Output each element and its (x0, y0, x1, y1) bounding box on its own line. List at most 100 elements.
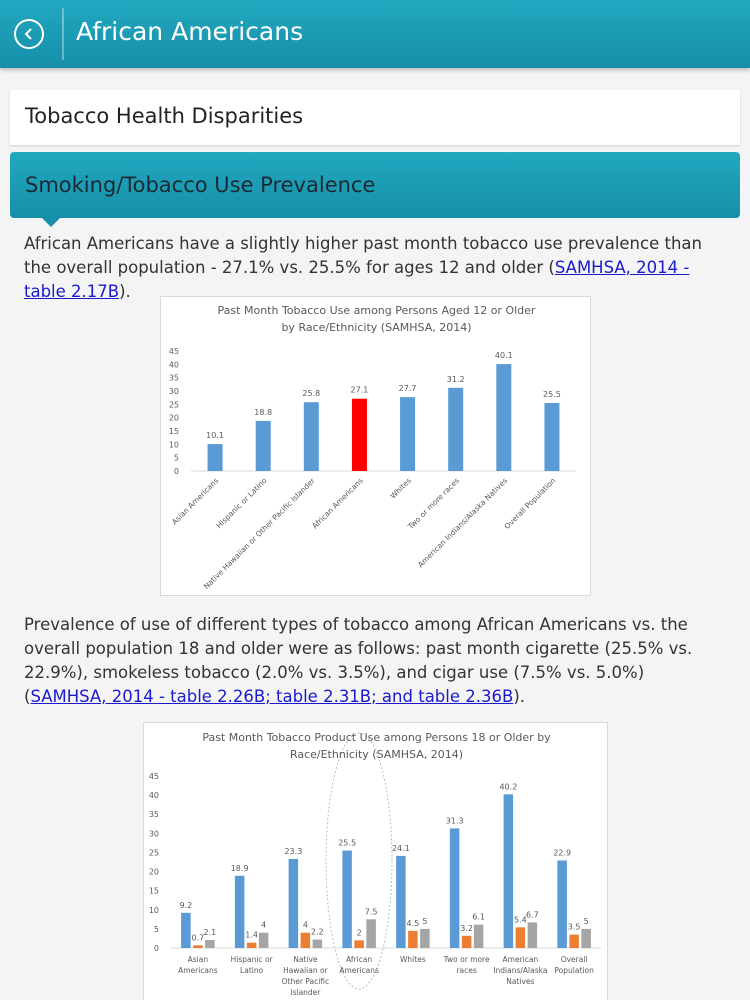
y-tick-label: 20 (169, 414, 179, 423)
bar (396, 855, 406, 948)
data-label: 25.5 (543, 390, 561, 399)
y-tick-label: 45 (149, 772, 159, 781)
y-tick-label: 30 (169, 387, 179, 396)
x-tick-label: Asian (188, 955, 209, 964)
bar (255, 420, 271, 471)
chart-box: Past Month Tobacco Product Use among Per… (143, 722, 608, 1000)
y-tick-label: 30 (149, 829, 159, 838)
bar (288, 858, 299, 948)
x-tick-label: Indians/Alaska (493, 966, 547, 975)
data-label: 6.7 (526, 910, 539, 919)
bar (258, 932, 269, 948)
highlight-ellipse (325, 732, 393, 990)
chart-title: by Race/Ethnicity (SAMHSA, 2014) (281, 321, 471, 334)
y-tick-label: 20 (149, 868, 159, 877)
x-tick-label: Hispanic or Latino (214, 476, 268, 530)
section-card[interactable]: Tobacco Health Disparities (10, 90, 740, 145)
data-label: 5.4 (514, 915, 527, 924)
x-tick-label: Latino (240, 966, 264, 975)
data-label: 31.3 (446, 816, 464, 825)
bar (193, 945, 203, 948)
bar (544, 403, 560, 471)
data-label: 22.9 (553, 848, 571, 857)
data-label: 1.4 (245, 931, 258, 940)
x-tick-label: Population (554, 966, 594, 975)
data-label: 4 (261, 921, 266, 930)
x-tick-label: Native Hawaiian or Other Pacific Islande… (202, 475, 318, 591)
y-tick-label: 10 (149, 906, 159, 915)
x-tick-label: Natives (506, 977, 534, 986)
y-tick-label: 10 (169, 440, 179, 449)
y-tick-label: 45 (169, 347, 179, 356)
y-tick-label: 5 (154, 925, 159, 934)
y-tick-label: 15 (169, 427, 179, 436)
bar (503, 794, 514, 948)
bar (448, 387, 464, 471)
data-label: 5 (422, 917, 427, 926)
paragraph-text: ). (119, 282, 131, 301)
bar (312, 939, 323, 948)
x-tick-label: African (346, 955, 372, 964)
x-tick-label: Overall (561, 955, 588, 964)
data-label: 10.1 (206, 431, 224, 440)
back-icon (24, 28, 32, 40)
source-link[interactable]: SAMHSA, 2014 - table 2.17B (24, 258, 690, 301)
bar (366, 919, 376, 948)
y-tick-label: 25 (169, 400, 179, 409)
chart-title: Past Month Tobacco Use among Persons Age… (218, 304, 536, 317)
subsection-title: Smoking/Tobacco Use Prevalence (25, 173, 376, 197)
data-label: 25.5 (338, 839, 356, 848)
x-tick-label: Islander (290, 988, 321, 997)
back-button[interactable] (14, 19, 44, 49)
data-label: 5 (584, 917, 589, 926)
paragraph-text: African Americans have a slightly higher… (24, 234, 702, 277)
chart-title: Race/Ethnicity (SAMHSA, 2014) (290, 748, 463, 761)
data-label: 27.7 (399, 384, 417, 393)
x-tick-label: Whites (400, 955, 426, 964)
data-label: 3.2 (460, 924, 473, 933)
x-tick-label: Asian Americans (170, 476, 221, 527)
data-label: 31.2 (447, 375, 465, 384)
y-tick-label: 15 (149, 887, 159, 896)
data-label: 6.1 (472, 913, 485, 922)
x-tick-label: Americans (178, 966, 218, 975)
data-label: 2 (357, 928, 362, 937)
bar (207, 444, 223, 471)
bar (473, 924, 484, 948)
data-label: 3.5 (568, 923, 581, 932)
bar (449, 828, 460, 948)
data-label: 18.8 (254, 408, 272, 417)
bar (496, 364, 512, 471)
bar (581, 928, 591, 948)
bar (342, 850, 352, 948)
x-tick-label: Whites (388, 476, 413, 501)
data-label: 9.2 (180, 901, 193, 910)
bar (303, 402, 319, 471)
data-label: 0.7 (192, 933, 205, 942)
x-tick-label: Americans (339, 966, 379, 975)
chart: Past Month Tobacco Product Use among Per… (149, 731, 601, 997)
x-tick-label: Two or more (443, 955, 490, 964)
y-tick-label: 35 (149, 810, 159, 819)
data-label: 4 (303, 921, 308, 930)
data-label: 24.1 (392, 844, 410, 853)
bar (400, 397, 416, 471)
x-tick-label: Native (293, 955, 318, 964)
bar (408, 930, 418, 948)
x-tick-label: American (503, 955, 539, 964)
y-tick-label: 0 (174, 467, 179, 476)
app-header: African Americans (0, 0, 750, 68)
source-link[interactable]: SAMHSA, 2014 - table 2.26B; table 2.31B;… (30, 687, 514, 706)
bar (205, 939, 215, 948)
subsection-bar[interactable]: Smoking/Tobacco Use Prevalence (10, 152, 740, 218)
y-tick-label: 0 (154, 944, 159, 953)
pointer (42, 218, 60, 227)
data-label: 2.1 (204, 928, 217, 937)
x-tick-label: Hawaiian or (283, 966, 328, 975)
section-title: Tobacco Health Disparities (25, 104, 304, 128)
bar (515, 927, 526, 948)
y-tick-label: 5 (174, 454, 179, 463)
bar (181, 912, 191, 948)
bar (527, 922, 538, 948)
bar (246, 942, 257, 948)
